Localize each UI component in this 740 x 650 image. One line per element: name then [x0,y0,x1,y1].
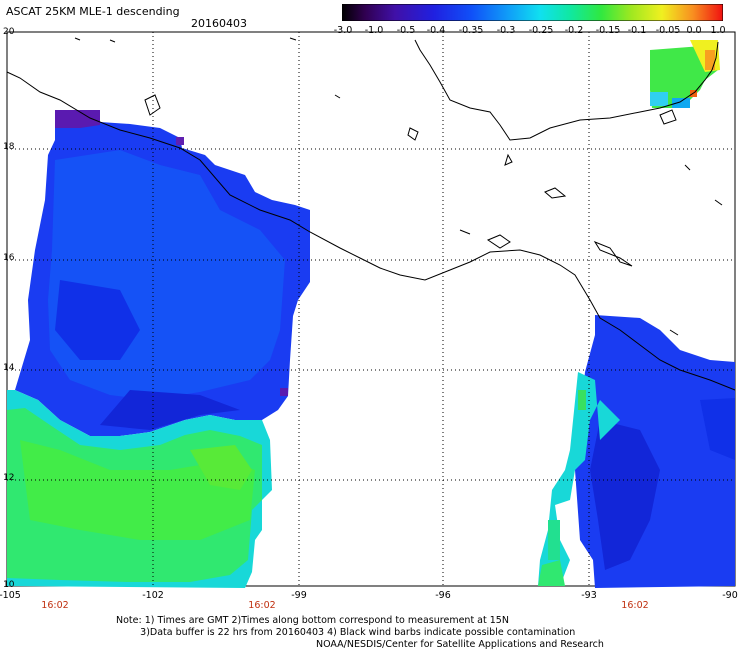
product-title: ASCAT 25KM MLE-1 descending [6,5,180,18]
note-line-2: 3)Data buffer is 22 hrs from 20160403 4)… [140,627,576,638]
colorbar-tick: -0.1 [627,25,647,36]
lat-label: 14 [3,363,15,373]
colorbar-tick: -0.4 [426,25,446,36]
east-swath [538,315,735,588]
time-label: 16:02 [248,600,276,611]
lat-label: 18 [3,142,15,152]
colorbar-tick: -0.25 [528,25,554,36]
coastline [6,37,736,391]
colorbar-tick: -0.3 [496,25,516,36]
lat-label: 16 [3,253,15,263]
colorbar-tick: 0.0 [686,25,702,36]
product-date: 20160403 [191,17,247,30]
colorbar-tick: -0.15 [595,25,621,36]
lon-label: -96 [435,590,451,601]
colorbar-ticks: -3.0 -1.0 -0.5 -0.4 -0.35 -0.3 -0.25 -0.… [330,25,730,37]
colorbar-tick: -0.35 [458,25,484,36]
colorbar [342,4,723,21]
map-frame [6,31,736,587]
lon-label: -93 [581,590,597,601]
colorbar-tick: -0.2 [564,25,584,36]
lon-label: -105 [0,590,21,601]
note-line-1: Note: 1) Times are GMT 2)Times along bot… [116,615,509,626]
colorbar-tick: -3.0 [333,25,353,36]
footer-credit: NOAA/NESDIS/Center for Satellite Applica… [316,639,604,650]
west-swath [7,110,310,588]
lat-label: 12 [3,473,15,483]
colorbar-tick: 1.0 [710,25,726,36]
graticule [7,32,735,586]
colorbar-tick: -0.5 [396,25,416,36]
footer-note: Note: 1) Times are GMT 2)Times along bot… [116,615,575,639]
colorbar-tick: -1.0 [364,25,384,36]
time-label: 16:02 [41,600,69,611]
lat-label: 10 [3,580,15,590]
colorbar-tick: -0.05 [655,25,681,36]
lon-label: -90 [722,590,738,601]
time-label: 16:02 [621,600,649,611]
lon-label: -102 [142,590,164,601]
lon-label: -99 [291,590,307,601]
lat-label: 20 [3,27,15,37]
